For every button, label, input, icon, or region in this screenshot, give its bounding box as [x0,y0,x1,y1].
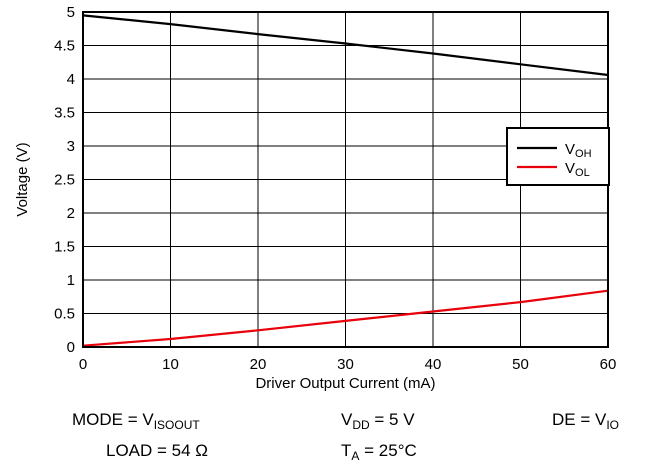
legend-box [506,127,610,186]
y-tick-label: 1.5 [54,239,75,256]
condition-load-label: LOAD = 54 Ω [106,441,209,460]
condition-load: LOAD = 54 Ω [106,441,208,461]
y-tick-labels: 0 0.5 1 1.5 2 2.5 3 3.5 4 4.5 5 [54,4,75,356]
x-tick-labels: 0 10 20 30 40 50 60 [79,356,617,373]
condition-vdd-sub: DD [352,418,370,432]
condition-mode: MODE = VISOOUT [72,410,200,432]
x-tick-label: 30 [337,356,354,373]
series-lines [82,14,609,347]
condition-ta-value: = 25°C [359,441,417,460]
x-tick-label: 10 [162,356,179,373]
series-line-ol [82,289,609,347]
legend-label-oh: VOH [565,141,592,160]
y-tick-label: 2 [67,205,75,222]
y-tick-label: 4.5 [54,38,75,55]
y-tick-label: 0 [67,339,75,356]
condition-vdd-label: V [341,410,353,429]
y-tick-label: 4 [67,71,75,88]
condition-mode-sub: ISOOUT [153,418,200,432]
y-tick-label: 5 [67,4,75,21]
condition-vdd-value: = 5 V [369,410,415,429]
x-tick-label: 50 [512,356,529,373]
y-tick-label: 2.5 [54,172,75,189]
y-tick-label: 3.5 [54,105,75,122]
condition-ta-sub: A [351,449,360,463]
condition-ta: TA = 25°C [341,441,417,463]
x-tick-label: 0 [79,356,87,373]
condition-vdd: VDD = 5 V [341,410,415,432]
legend-label-ol: VOL [565,160,590,179]
condition-ta-label: T [341,441,352,460]
condition-de: DE = VIO [552,410,619,432]
y-tick-label: 3 [67,138,75,155]
y-axis-title: Voltage (V) [14,142,31,216]
x-tick-label: 60 [600,356,617,373]
x-tick-label: 40 [425,356,442,373]
series-line-oh [82,14,609,77]
x-axis-title: Driver Output Current (mA) [255,375,435,392]
condition-de-sub: IO [606,418,620,432]
condition-mode-label: MODE = V [72,410,154,429]
y-tick-label: 1 [67,272,75,289]
x-tick-label: 20 [250,356,267,373]
y-tick-label: 0.5 [54,306,75,323]
condition-de-label: DE = V [552,410,607,429]
